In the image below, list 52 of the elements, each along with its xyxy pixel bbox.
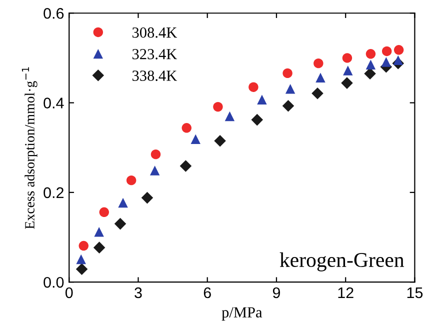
point <box>341 77 353 89</box>
x-tick-label: 12 <box>338 287 354 298</box>
x-tick-label: 0 <box>65 287 73 298</box>
point <box>312 87 324 100</box>
point <box>150 149 161 160</box>
x-tick-label: 6 <box>204 287 211 298</box>
x-tick-label: 3 <box>134 287 142 298</box>
point <box>366 49 376 59</box>
point <box>118 198 128 208</box>
point <box>381 57 392 67</box>
y-tick-label: 0.6 <box>44 8 64 19</box>
point <box>342 53 352 63</box>
legend-label: 338.4K <box>132 70 178 81</box>
y-tick-label: 0.4 <box>44 98 64 108</box>
point <box>99 207 109 218</box>
point <box>393 55 403 66</box>
point <box>141 192 154 204</box>
point <box>316 72 326 83</box>
point <box>285 84 296 94</box>
x-axis-title: p/MPa <box>222 307 262 321</box>
point <box>114 218 126 230</box>
point <box>213 102 223 112</box>
point <box>150 166 160 176</box>
point <box>214 134 226 147</box>
point <box>282 68 292 78</box>
y-tick-label: 0.0 <box>44 276 64 288</box>
point <box>94 227 104 237</box>
point <box>251 114 264 126</box>
point <box>224 111 235 122</box>
annotation: kerogen-Green <box>280 252 404 272</box>
point <box>382 46 392 56</box>
point <box>257 94 267 104</box>
x-tick-label: 9 <box>272 287 280 298</box>
point <box>394 45 404 55</box>
y-axis-title: Excess adsorption/mmol·g$^{−1}$ <box>22 67 38 229</box>
x-tick-label: 15 <box>407 288 423 298</box>
point <box>343 66 353 76</box>
point <box>366 60 376 70</box>
point <box>126 175 136 186</box>
point <box>282 100 294 112</box>
y-tick-label: 0.2 <box>44 187 64 198</box>
legend-label: 323.4K <box>132 49 178 60</box>
point <box>78 240 88 251</box>
point <box>182 123 192 133</box>
point <box>76 263 88 275</box>
point <box>180 160 192 172</box>
legend-label: 308.4K <box>132 27 178 38</box>
point <box>248 82 258 92</box>
point <box>76 254 86 264</box>
point <box>314 58 324 68</box>
point <box>190 134 200 144</box>
point <box>93 242 106 254</box>
